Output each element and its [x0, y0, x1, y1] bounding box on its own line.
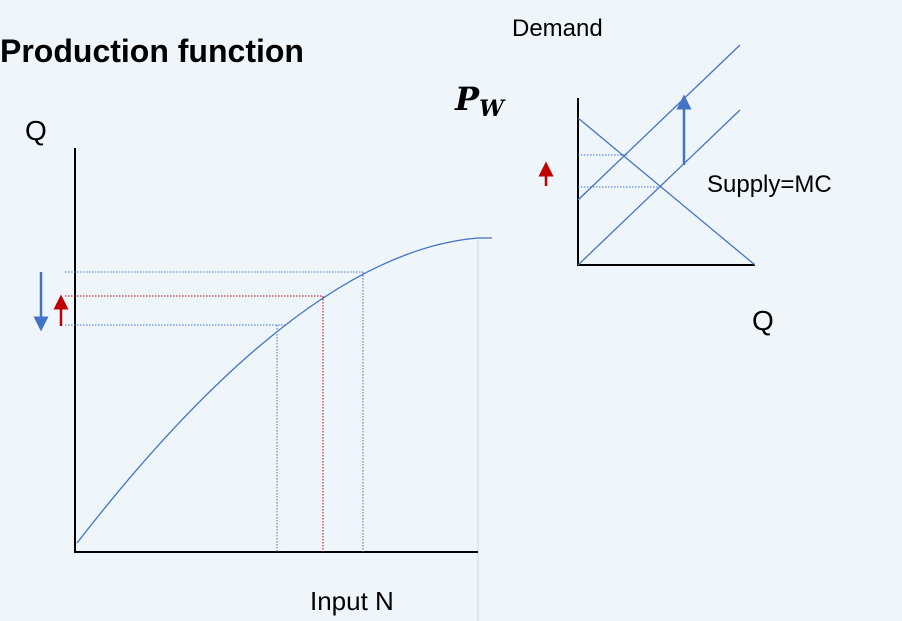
- title: Production function: [0, 33, 304, 69]
- production-curve: [76, 237, 492, 544]
- demand-line: [577, 117, 756, 266]
- x-label: Q: [752, 305, 774, 336]
- price-label: PW: [454, 80, 506, 122]
- supply-label: Supply=MC: [707, 171, 832, 198]
- price-label-subscript: W: [479, 96, 506, 122]
- guide-lines: [65, 271, 364, 552]
- y-label: Q: [25, 115, 47, 146]
- x-label: Input N: [310, 586, 394, 616]
- price-label-main: P: [454, 80, 480, 118]
- supply-line-shifted: [577, 44, 741, 201]
- demand-label: Demand: [512, 15, 603, 42]
